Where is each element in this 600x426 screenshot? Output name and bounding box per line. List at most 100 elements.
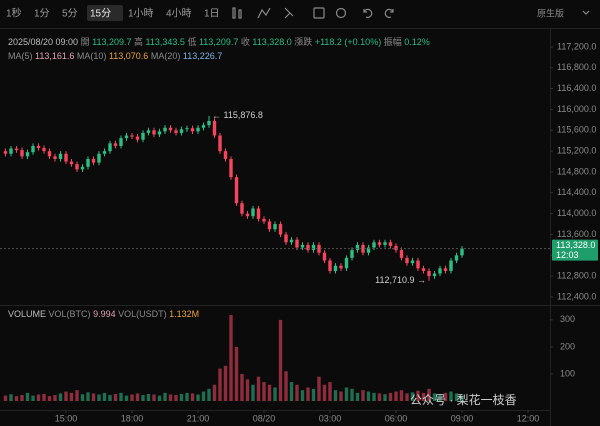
icon-draw[interactable] [284, 7, 294, 19]
volume-bar [113, 393, 118, 401]
y-tick-label: 117,200.0 [557, 41, 596, 51]
last-price-box [552, 239, 598, 261]
candle-body [163, 127, 167, 132]
interval-button[interactable]: 1日 [204, 9, 220, 20]
volume-bar [218, 368, 222, 401]
version-button[interactable]: 原生版 [537, 7, 564, 18]
volume-bar [361, 390, 365, 401]
interval-button[interactable]: 1秒 [6, 7, 22, 20]
candle-body [152, 130, 156, 135]
x-tick-label: 21:00 [187, 413, 210, 423]
candle-body [421, 268, 426, 271]
candle-body [229, 158, 233, 178]
candle-body [25, 152, 30, 157]
candle-body [416, 260, 420, 269]
candle-body [207, 120, 211, 126]
volume-bar [399, 390, 404, 401]
x-tick-label: 18:00 [121, 413, 144, 423]
volume-bar [245, 379, 250, 401]
volume-bar [416, 390, 420, 401]
icon-tool[interactable] [313, 7, 325, 19]
volume-bar [97, 394, 101, 401]
y-tick-label: 115,600.0 [557, 125, 596, 135]
candle-body [47, 151, 52, 157]
volume-bar [267, 384, 272, 401]
min-label: 112,710.9 [375, 275, 414, 285]
volume-bar [300, 390, 305, 401]
max-label: 115,876.8 [224, 110, 263, 120]
candle-body [42, 148, 46, 152]
y-tick-label: 112,400.0 [557, 291, 596, 301]
interval-button[interactable]: 5分 [62, 8, 78, 20]
x-tick-label: 12:00 [517, 413, 540, 423]
candle-body [317, 244, 321, 253]
icon-undo[interactable] [363, 8, 373, 18]
candle-body [273, 224, 277, 230]
candle-body [449, 260, 453, 271]
candle-body [102, 151, 107, 154]
candle-body [355, 244, 360, 251]
icon-settings[interactable] [335, 7, 347, 19]
candle-body [460, 248, 464, 256]
icon-candle[interactable] [232, 7, 236, 19]
volume-bar [69, 392, 74, 401]
y-tick-label: 116,000.0 [557, 104, 596, 114]
volume-bar [460, 395, 464, 401]
volume-bar [427, 388, 431, 401]
volume-bar [31, 395, 35, 401]
volume-bar [135, 393, 140, 401]
info-label: 收 [241, 36, 250, 47]
volume-bar [262, 382, 266, 401]
candle-body [333, 265, 338, 271]
interval-button[interactable]: 1分 [34, 8, 50, 20]
candle-body [289, 239, 294, 243]
volume-label: VOL(BTC) [49, 309, 91, 319]
interval-button[interactable]: 1小時 [128, 8, 154, 20]
volume-title: VOLUME [8, 309, 46, 319]
icon-dropdown[interactable] [582, 10, 590, 15]
candle-body [245, 213, 250, 217]
ma-value: 113,070.6 [109, 51, 148, 61]
candle-body [80, 166, 85, 170]
info-label: 振幅 [384, 36, 402, 47]
candle-body [157, 131, 162, 135]
interval-button[interactable]: 15分 [90, 8, 111, 20]
y-tick-label: 114,800.0 [557, 166, 596, 176]
candle-body [383, 242, 387, 245]
candle-body [251, 208, 255, 217]
volume-bar [53, 395, 57, 401]
volume-bar [355, 392, 360, 401]
last-price-label: 113,328.0 [556, 240, 595, 250]
volume-bar [251, 384, 255, 401]
volume-bar [25, 392, 30, 401]
volume-bar [119, 392, 123, 401]
ma-name: MA(5) [8, 51, 33, 61]
icon-candle[interactable] [238, 9, 242, 19]
volume-bar [58, 393, 63, 401]
icon-indicator[interactable] [257, 7, 271, 19]
candle-body [168, 127, 173, 131]
volume-label: VOL(USDT) [118, 309, 167, 319]
candle-body [108, 143, 112, 152]
info-value: +118.2 (+0.10%) [315, 37, 381, 47]
watermark: 公众号 · 梨花一枝香 [410, 392, 517, 407]
volume-bar [322, 384, 327, 401]
info-label: 低 [187, 36, 196, 47]
y-tick-label: 115,200.0 [557, 146, 596, 156]
volume-bar [229, 315, 233, 401]
volume-bar [152, 394, 156, 401]
interval-button[interactable]: 4小時 [166, 8, 192, 20]
ma-name: MA(10) [77, 51, 107, 61]
volume-bar [443, 392, 448, 401]
candle-body [3, 151, 8, 154]
volume-bar [91, 393, 96, 401]
x-tick-label: 03:00 [319, 413, 342, 423]
candle-body [322, 252, 327, 261]
candle-body [344, 257, 349, 269]
info-time: 2025/08/20 09:00 [8, 37, 78, 47]
icon-redo[interactable] [384, 8, 394, 18]
volume-bar [449, 391, 453, 401]
volume-bar [75, 390, 79, 401]
candle-body [284, 234, 288, 243]
